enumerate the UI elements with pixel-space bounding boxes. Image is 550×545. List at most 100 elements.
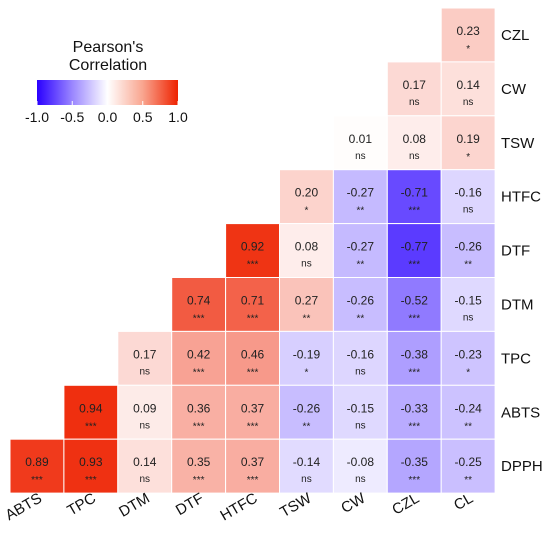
legend-tick-label-1_0: 1.0	[168, 109, 188, 125]
legend-title-line1: Pearson's	[73, 39, 144, 56]
cell-significance-htfc-czl: ***	[408, 206, 420, 217]
legend-title-line2: Correlation	[69, 57, 147, 74]
y-label-cw: CW	[501, 81, 527, 98]
cell-htfc-cl	[440, 169, 496, 225]
cell-significance-cw-cl: ns	[463, 97, 474, 108]
cell-significance-cw-czl: ns	[409, 97, 420, 108]
x-label-htfc: HTFC	[217, 490, 260, 525]
cell-dpph-dtm	[117, 438, 173, 494]
cell-dpph-htfc	[225, 438, 281, 494]
cell-value-dpph-cl: -0.25	[454, 455, 482, 469]
cell-significance-tpc-czl: ***	[408, 367, 420, 378]
heatmap-cells: 0.23 * 0.17 ns 0.14 ns 0.01 ns 0.08 ns 0.19 * 0.20 * -…	[9, 7, 496, 494]
cell-abts-czl	[386, 384, 442, 440]
cell-value-dpph-cw: -0.08	[347, 455, 375, 469]
x-label-abts: ABTS	[3, 490, 45, 524]
y-label-dpph: DPPH	[501, 458, 543, 475]
cell-value-czl-cl: 0.23	[456, 24, 480, 38]
cell-value-dtm-cw: -0.26	[347, 294, 375, 308]
cell-dtm-tsw	[279, 277, 334, 332]
cell-value-dtm-htfc: 0.71	[241, 294, 265, 308]
x-label-tsw: TSW	[277, 489, 315, 521]
cell-value-abts-cl: -0.24	[454, 401, 482, 415]
cell-value-dpph-czl: -0.35	[401, 455, 429, 469]
cell-dtf-htfc	[225, 223, 281, 279]
cell-dtf-cw	[332, 223, 388, 279]
cell-significance-dtf-htfc: ***	[247, 260, 259, 271]
legend-ticks: -1.0 -0.5 0.0 0.5 1.0	[25, 101, 188, 125]
y-label-tsw: TSW	[501, 135, 535, 152]
x-axis-labels: ABTS TPC DTM DTF HTFC TSW CW CZL CL	[3, 489, 477, 524]
cell-value-htfc-tsw: 0.20	[295, 186, 319, 200]
cell-value-tpc-czl: -0.38	[401, 347, 429, 361]
cell-significance-dpph-czl: ***	[408, 475, 420, 486]
cell-significance-dpph-dtf: ***	[193, 475, 205, 486]
cell-significance-abts-tsw: **	[303, 421, 311, 432]
y-label-dtf: DTF	[501, 243, 530, 260]
cell-significance-dtf-cl: **	[464, 260, 472, 271]
cell-tpc-dtm	[117, 330, 173, 386]
cell-value-abts-cw: -0.15	[347, 401, 375, 415]
cell-value-dtf-cl: -0.26	[454, 240, 482, 254]
cell-value-cw-cl: 0.14	[456, 78, 480, 92]
cell-significance-abts-czl: ***	[408, 421, 420, 432]
cell-dpph-tpc	[63, 438, 119, 494]
cell-significance-dtf-czl: ***	[408, 260, 420, 271]
legend-colorbar	[37, 80, 178, 105]
cell-significance-htfc-cl: ns	[463, 205, 474, 216]
cell-significance-tpc-htfc: ***	[247, 367, 259, 378]
cell-value-dtm-czl: -0.52	[401, 294, 429, 308]
cell-value-dtf-tsw: 0.08	[295, 240, 319, 254]
cell-value-abts-dtm: 0.09	[133, 401, 157, 415]
cell-value-dpph-abts: 0.89	[25, 455, 49, 469]
cell-dpph-cw	[332, 438, 388, 494]
cell-dpph-cl	[440, 438, 496, 494]
cell-value-dtm-tsw: 0.27	[295, 294, 319, 308]
cell-dpph-dtf	[171, 438, 227, 494]
cell-significance-dtm-dtf: ***	[193, 314, 205, 325]
cell-significance-htfc-tsw: *	[304, 206, 308, 217]
cell-significance-dpph-tsw: ns	[301, 474, 312, 485]
cell-value-cw-czl: 0.17	[403, 78, 427, 92]
x-label-czl: CZL	[389, 490, 422, 519]
cell-value-dtf-cw: -0.27	[347, 240, 375, 254]
cell-significance-abts-dtf: ***	[193, 421, 205, 432]
legend-tick-label-neg1_0: -1.0	[25, 109, 49, 125]
cell-abts-tsw	[279, 384, 334, 440]
cell-significance-dtf-cw: **	[356, 260, 364, 271]
cell-significance-abts-dtm: ns	[139, 420, 150, 431]
cell-htfc-tsw	[279, 169, 334, 225]
cell-dtm-dtf	[171, 277, 227, 332]
cell-significance-dpph-cl: **	[464, 475, 472, 486]
cell-tpc-czl	[386, 330, 442, 386]
x-label-dtm: DTM	[116, 490, 153, 521]
cell-value-tpc-htfc: 0.46	[241, 347, 265, 361]
cell-value-dtm-cl: -0.15	[454, 294, 482, 308]
cell-significance-dpph-tpc: ***	[85, 475, 97, 486]
cell-significance-dpph-htfc: ***	[247, 475, 259, 486]
cell-value-dtm-dtf: 0.74	[187, 294, 211, 308]
cell-value-htfc-czl: -0.71	[401, 186, 429, 200]
cell-significance-dtm-cl: ns	[463, 313, 474, 324]
cell-value-htfc-cw: -0.27	[347, 186, 375, 200]
cell-significance-abts-htfc: ***	[247, 421, 259, 432]
cell-significance-tpc-cl: *	[466, 367, 470, 378]
cell-value-abts-czl: -0.33	[401, 401, 429, 415]
cell-abts-cw	[332, 384, 388, 440]
cell-value-dpph-dtf: 0.35	[187, 455, 211, 469]
y-label-abts: ABTS	[501, 404, 540, 421]
cell-value-abts-htfc: 0.37	[241, 401, 265, 415]
cell-dtm-htfc	[225, 277, 281, 332]
cell-value-dpph-dtm: 0.14	[133, 455, 157, 469]
cell-value-htfc-cl: -0.16	[454, 186, 482, 200]
cell-tpc-tsw	[279, 330, 334, 386]
cell-value-dtf-htfc: 0.92	[241, 240, 265, 254]
cell-abts-dtf	[171, 384, 227, 440]
cell-significance-tsw-cw: ns	[355, 151, 366, 162]
cell-value-tsw-cw: 0.01	[349, 132, 373, 146]
legend: Pearson's Correlation -1.0 -0.5 0.0 0.5 1.0	[25, 39, 188, 125]
y-label-dtm: DTM	[501, 296, 534, 313]
cell-czl-cl	[440, 7, 496, 63]
x-label-tpc: TPC	[64, 490, 99, 520]
cell-dpph-czl	[386, 438, 442, 494]
